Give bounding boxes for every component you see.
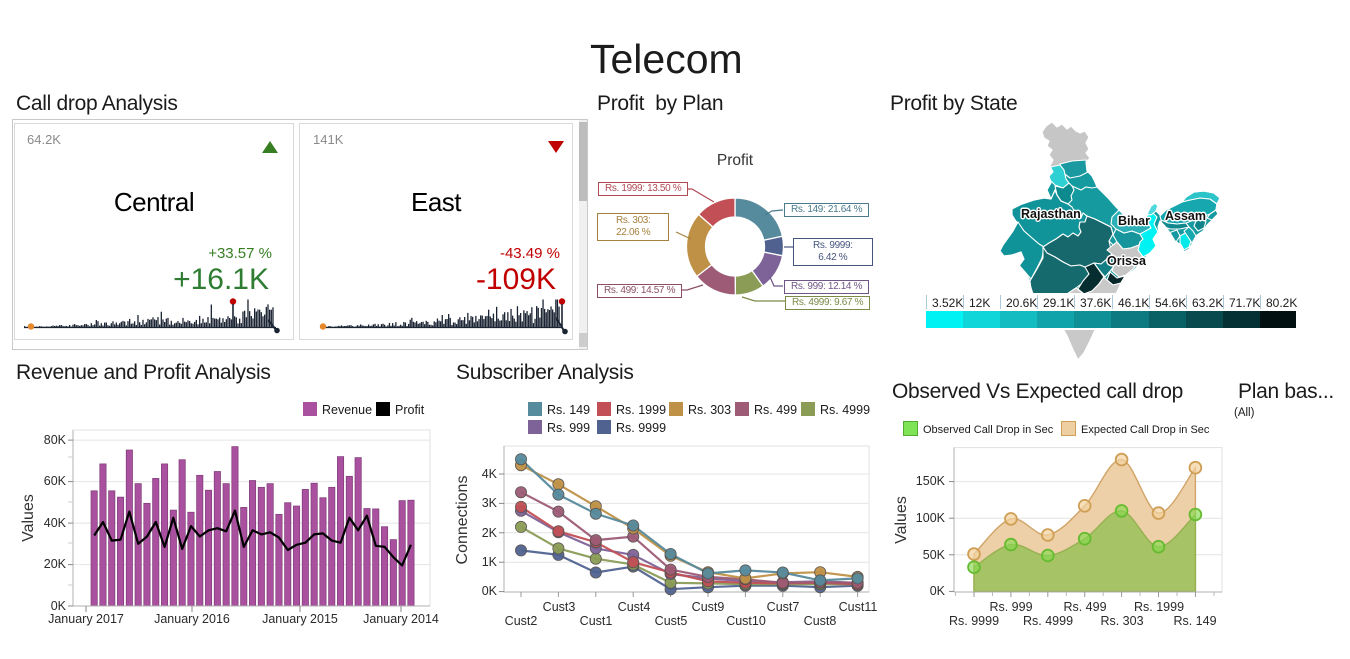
svg-text:Values: Values [20, 494, 37, 542]
svg-text:Connections: Connections [454, 476, 471, 565]
svg-text:Values: Values [893, 496, 910, 544]
